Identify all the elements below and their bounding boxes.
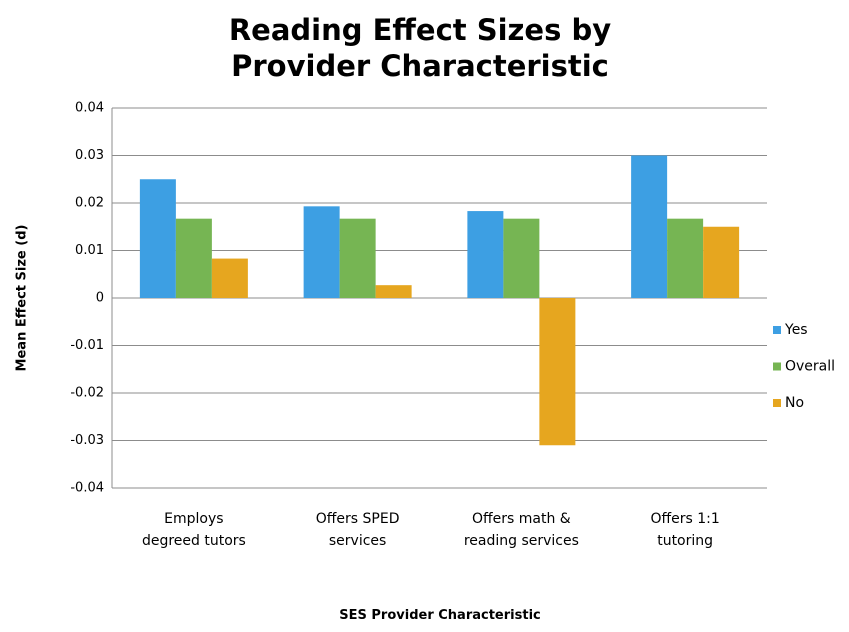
- chart-title: Reading Effect Sizes by Provider Charact…: [228, 13, 612, 83]
- y-tick-label: 0: [96, 291, 104, 306]
- x-axis-label: SES Provider Characteristic: [339, 608, 541, 623]
- x-tick-label: Offers 1:1 tutoring: [650, 511, 720, 549]
- x-tick-label: Offers SPED services: [315, 511, 400, 549]
- bar: [631, 155, 668, 298]
- bar: [211, 258, 248, 298]
- y-tick-label: 0.03: [75, 148, 104, 163]
- y-tick-label: -0.03: [70, 433, 104, 448]
- y-tick-label: -0.02: [70, 386, 104, 401]
- y-tick-label: 0.01: [75, 243, 104, 258]
- bar: [703, 226, 740, 298]
- legend-swatch: [773, 326, 781, 334]
- bar: [667, 218, 704, 298]
- legend-swatch: [773, 362, 781, 371]
- legend-label: No: [785, 395, 804, 411]
- bar: [139, 179, 176, 298]
- y-tick-label: 0.02: [75, 196, 104, 211]
- legend-swatch: [773, 399, 781, 407]
- bar: [175, 218, 212, 298]
- bar: [375, 285, 412, 298]
- legend-label: Overall: [785, 359, 835, 375]
- y-tick-label: -0.01: [70, 338, 104, 353]
- bar: [339, 218, 376, 298]
- bar: [303, 206, 340, 298]
- x-tick-label: Offers math & reading services: [463, 511, 579, 549]
- x-tick-label: Employs degreed tutors: [141, 511, 246, 549]
- y-tick-label: -0.04: [70, 481, 104, 496]
- bar: [539, 298, 576, 446]
- y-tick-label: 0.04: [75, 101, 104, 116]
- bar: [503, 218, 540, 298]
- legend-label: Yes: [784, 322, 808, 338]
- y-axis-label: Mean Effect Size (d): [15, 225, 30, 372]
- bar: [467, 211, 504, 298]
